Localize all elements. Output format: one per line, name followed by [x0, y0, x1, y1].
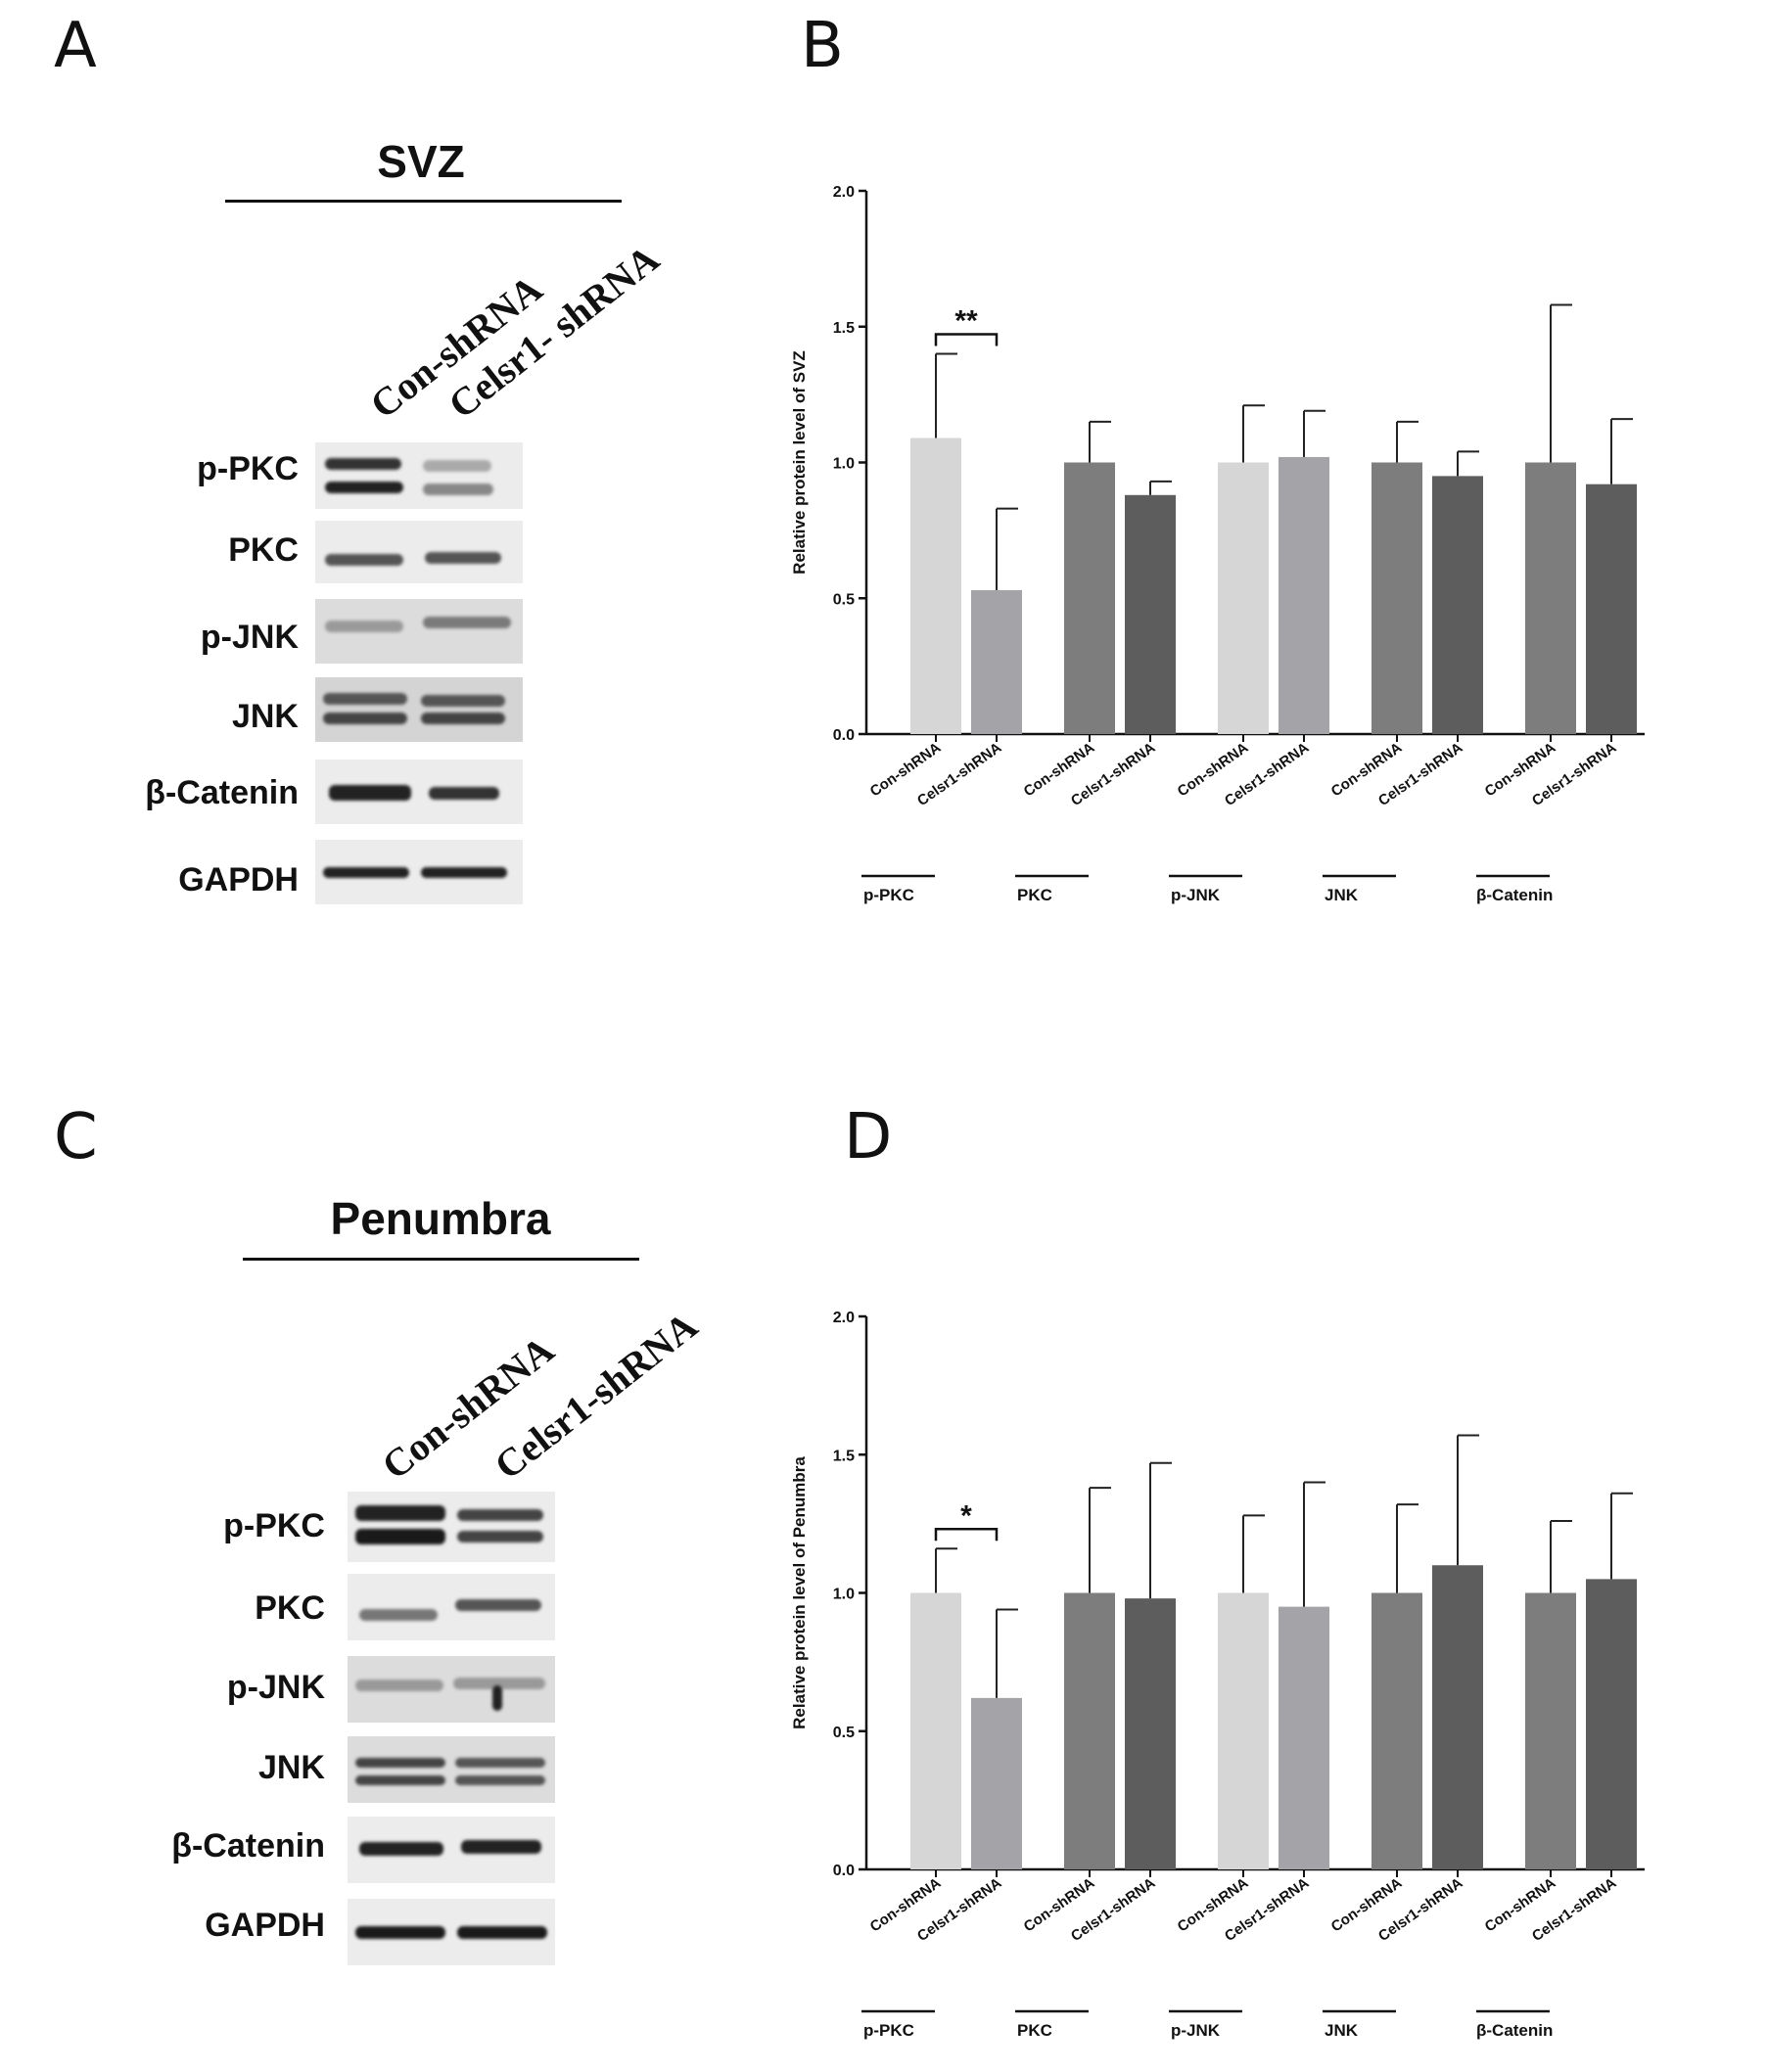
group-label: β-Catenin — [1476, 886, 1553, 904]
panel-label-b: B — [801, 10, 844, 82]
bar-chart-penumbra: Relative protein level of Penumbra 0.0 0.5… — [790, 1310, 1645, 2040]
y-tick-label: 2.0 — [833, 1310, 855, 1326]
bar — [1432, 1565, 1483, 1869]
group-label: β-Catenin — [1476, 2021, 1553, 2040]
blot-row-label: JNK — [231, 698, 299, 735]
blot-image-p-jnk — [315, 599, 523, 664]
blot-row-label: JNK — [257, 1749, 325, 1786]
bar — [1125, 494, 1176, 734]
bar — [1432, 476, 1483, 734]
blot-image-beta-catenin — [315, 760, 523, 824]
region-underline — [243, 1258, 639, 1261]
group-label: JNK — [1325, 886, 1359, 904]
blot-row-label: β-Catenin — [145, 774, 299, 811]
region-underline — [225, 200, 622, 203]
bar — [1372, 462, 1422, 734]
panel-label-d: D — [844, 1101, 893, 1174]
blot-image-gapdh — [348, 1899, 555, 1965]
group-label: p-JNK — [1171, 886, 1221, 904]
blot-image-jnk — [315, 677, 523, 742]
blot-row-label: GAPDH — [178, 861, 299, 898]
bar — [1279, 1606, 1329, 1869]
panel-label-a: A — [54, 10, 97, 82]
bar-chart-svz: Relative protein level of SVZ 0.0 0.5 1.0 1.… — [790, 184, 1645, 904]
bar — [1064, 462, 1115, 734]
blot-image-jnk — [348, 1736, 555, 1803]
blot-image-p-jnk — [348, 1656, 555, 1723]
bar — [1525, 1592, 1576, 1869]
group-label: JNK — [1325, 2021, 1359, 2040]
blot-row-label: p-PKC — [197, 450, 299, 487]
y-axis-label: Relative protein level of Penumbra — [790, 1456, 809, 1729]
panel-label-c: C — [54, 1101, 98, 1174]
bar — [1218, 1592, 1269, 1869]
y-tick-label: 1.0 — [833, 1587, 855, 1603]
group-label: p-JNK — [1171, 2021, 1221, 2040]
group-label: p-PKC — [863, 2021, 914, 2040]
blot-image-gapdh — [315, 840, 523, 904]
blot-row-label: PKC — [255, 1589, 325, 1627]
bar — [1372, 1592, 1422, 1869]
blot-row-label: p-PKC — [223, 1507, 325, 1544]
region-title-svz: SVZ — [377, 136, 465, 187]
y-axis-label: Relative protein level of SVZ — [790, 350, 809, 575]
blot-image-p-pkc — [315, 442, 523, 509]
y-tick-label: 1.5 — [833, 1448, 855, 1464]
y-tick-label: 0.0 — [833, 1863, 855, 1879]
group-label: p-PKC — [863, 886, 914, 904]
bar — [971, 589, 1022, 734]
y-tick-label: 1.0 — [833, 456, 855, 473]
significance-marker: * — [960, 1499, 972, 1532]
blot-image-pkc — [315, 521, 523, 583]
bar — [1125, 1598, 1176, 1869]
blot-row-label: β-Catenin — [171, 1827, 325, 1865]
y-tick-label: 0.0 — [833, 727, 855, 744]
significance-bracket — [934, 333, 999, 346]
y-tick-label: 1.5 — [833, 320, 855, 337]
blot-row-label: p-JNK — [200, 619, 299, 656]
blot-row-label: GAPDH — [205, 1907, 325, 1944]
bar — [1064, 1592, 1115, 1869]
significance-marker: ** — [954, 305, 978, 338]
group-label: PKC — [1017, 2021, 1052, 2040]
blot-image-beta-catenin — [348, 1817, 555, 1883]
bar — [1218, 462, 1269, 734]
bar — [1525, 462, 1576, 734]
bar — [971, 1697, 1022, 1869]
bar — [1586, 483, 1637, 734]
bar — [910, 1592, 961, 1869]
region-title-penumbra: Penumbra — [330, 1193, 551, 1244]
bar — [910, 437, 961, 734]
blot-row-label: PKC — [228, 531, 299, 569]
group-label: PKC — [1017, 886, 1052, 904]
y-tick-label: 0.5 — [833, 591, 855, 608]
significance-bracket — [934, 1528, 999, 1542]
blot-image-p-pkc — [348, 1492, 555, 1562]
bar — [1586, 1579, 1637, 1869]
blot-image-pkc — [348, 1574, 555, 1640]
blot-row-label: p-JNK — [226, 1669, 325, 1706]
bar — [1279, 456, 1329, 734]
y-tick-label: 0.5 — [833, 1725, 855, 1741]
y-tick-label: 2.0 — [833, 184, 855, 201]
